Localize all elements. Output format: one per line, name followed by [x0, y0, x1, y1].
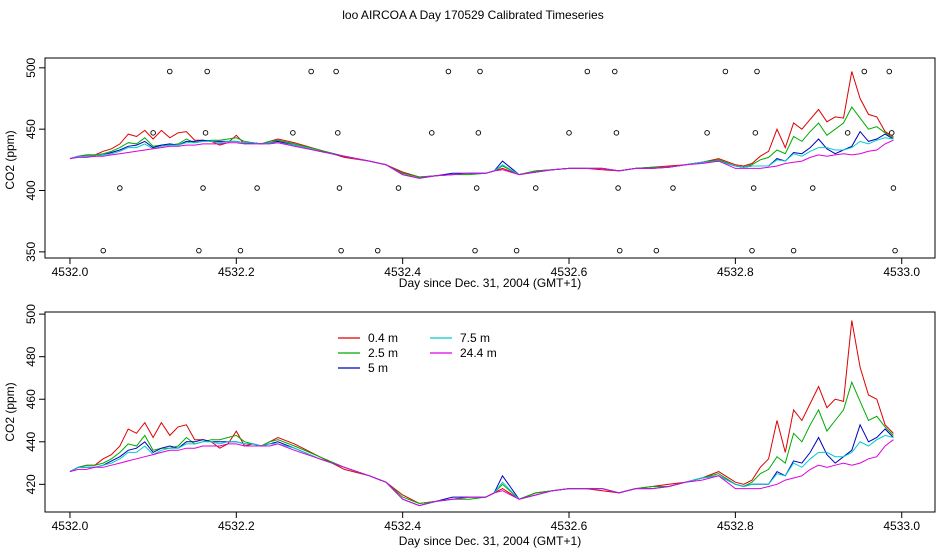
scatter-point [809, 185, 816, 191]
scatter-point [790, 247, 797, 254]
scatter-point [513, 247, 520, 254]
x-tick-label: 4532.6 [551, 519, 588, 533]
scatter-point [890, 185, 897, 191]
y-tick-label: 450 [24, 119, 38, 139]
y-tick-label: 420 [24, 474, 38, 494]
x-tick-label: 4532.4 [384, 265, 421, 279]
scatter-point [704, 130, 710, 136]
legend-label: 7.5 m [460, 331, 490, 345]
panel-top: 4532.0 4532.2 4532.4 4532.6 4532.8 4533.0 350 4… [3, 57, 936, 290]
x-axis-label-top: Day since Dec. 31, 2004 (GMT+1) [399, 276, 581, 290]
scatter-point [204, 68, 210, 75]
scatter-point [308, 68, 314, 75]
scatter-point [117, 185, 123, 191]
scatter-point [374, 247, 381, 254]
scatter-point [429, 130, 435, 136]
scatter-point [335, 130, 341, 136]
series-line-244m [69, 439, 894, 507]
scatter-point [844, 130, 851, 136]
scatter-point [196, 247, 202, 254]
scatter-point [532, 185, 539, 191]
x-axis-label-bottom: Day since Dec. 31, 2004 (GMT+1) [399, 534, 581, 548]
plot-frame-top [44, 57, 936, 259]
axes-top: 4532.0 4532.2 4532.4 4532.6 4532.8 4533.0 350 4… [24, 57, 920, 279]
scatter-point [254, 185, 260, 191]
scatter-point [749, 247, 755, 254]
x-tick-label: 4532.0 [52, 265, 89, 279]
series-lines-bottom [69, 320, 894, 507]
legend-label: 5 m [368, 361, 388, 375]
x-tick-label: 4532.6 [551, 265, 588, 279]
series-lines-top [69, 71, 894, 179]
scatter-point [395, 185, 402, 191]
plot-frame-bottom [44, 311, 936, 513]
legend: 0.4 m2.5 m5 m 7.5 m24.4 m [338, 331, 497, 375]
scatter-point [670, 185, 676, 191]
scatter-point [477, 68, 483, 75]
x-tick-label: 4533.0 [883, 519, 920, 533]
scatter-point [445, 68, 452, 75]
legend-label: 0.4 m [368, 331, 398, 345]
scatter-point [475, 130, 482, 136]
scatter-point [612, 68, 618, 75]
series-line-04m [69, 71, 894, 178]
scatter-point [333, 68, 339, 75]
scatter-point [754, 68, 760, 75]
x-tick-label: 4532.8 [717, 519, 754, 533]
axes-bottom: 4532.0 4532.2 4532.4 4532.6 4532.8 4533.0 420 4… [24, 304, 920, 533]
y-tick-label: 400 [24, 180, 38, 200]
scatter-point [892, 247, 898, 254]
x-tick-label: 4532.4 [384, 519, 421, 533]
scatter-point [653, 247, 660, 254]
scatter-point [167, 68, 173, 75]
scatter-point [886, 68, 893, 75]
scatter-point [613, 130, 620, 136]
scatter-point [150, 130, 156, 136]
legend-label: 24.4 m [460, 346, 497, 360]
scatter-point [584, 68, 591, 75]
scatter-point [722, 68, 729, 75]
scatter-point [615, 185, 621, 191]
y-tick-label: 460 [24, 389, 38, 409]
scatter-point [290, 130, 296, 136]
scatter-point [200, 185, 206, 191]
scatter-point [617, 247, 623, 254]
x-tick-label: 4533.0 [883, 265, 920, 279]
series-line-75m [69, 137, 894, 179]
y-axis-label-top: CO2 (ppm) [3, 130, 17, 189]
scatter-point [100, 247, 106, 254]
scatter-point [202, 130, 209, 136]
scatter-point [338, 247, 344, 254]
x-tick-label: 4532.2 [218, 519, 255, 533]
series-line-75m [69, 434, 894, 507]
x-tick-label: 4532.8 [717, 265, 754, 279]
scatter-points-top [100, 68, 898, 254]
y-tick-label: 500 [24, 57, 38, 77]
series-line-25m [69, 380, 894, 505]
y-axis-label-bottom: CO2 (ppm) [3, 382, 17, 441]
y-tick-label: 500 [24, 304, 38, 324]
scatter-point [473, 185, 480, 191]
y-tick-label: 440 [24, 431, 38, 451]
scatter-point [566, 130, 572, 136]
x-tick-label: 4532.0 [52, 519, 89, 533]
chart-title: loo AIRCOA A Day 170529 Calibrated Times… [342, 8, 603, 22]
series-line-244m [69, 139, 894, 179]
panel-bottom: 4532.0 4532.2 4532.4 4532.6 4532.8 4533.0 420 4… [3, 304, 936, 548]
scatter-point [861, 68, 868, 75]
x-tick-label: 4532.2 [218, 265, 255, 279]
y-tick-label: 350 [24, 242, 38, 262]
scatter-point [472, 247, 478, 254]
y-tick-label: 480 [24, 346, 38, 366]
legend-label: 2.5 m [368, 346, 398, 360]
scatter-point [752, 130, 759, 136]
scatter-point [237, 247, 244, 254]
scatter-point [336, 185, 343, 191]
scatter-point [750, 185, 757, 191]
